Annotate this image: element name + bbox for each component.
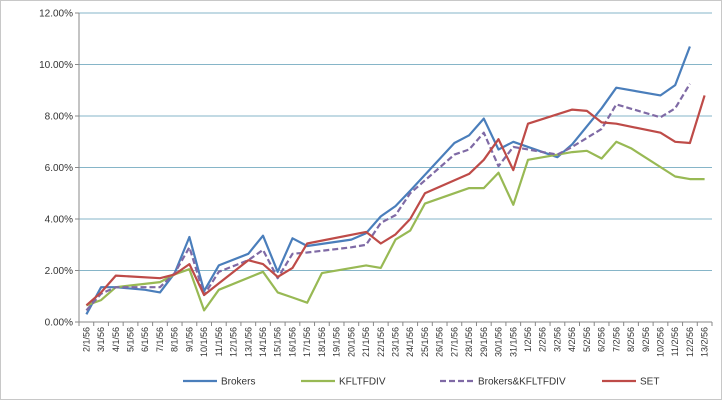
x-tick-label: 6/2/56 (597, 327, 607, 352)
y-tick-label: 6.00% (45, 163, 73, 174)
x-tick-label: 13/2/56 (700, 327, 710, 357)
x-tick-label: 6/1/56 (140, 327, 150, 352)
x-tick-label: 12/2/56 (685, 327, 695, 357)
x-tick-label: 26/1/56 (435, 327, 445, 357)
x-tick-label: 20/1/56 (346, 327, 356, 357)
x-tick-label: 4/1/56 (111, 327, 121, 352)
x-tick-label: 17/1/56 (302, 327, 312, 357)
x-tick-label: 9/2/56 (641, 327, 651, 352)
y-tick-label: 12.00% (39, 9, 73, 20)
legend-label: KFLTFDIV (339, 377, 386, 388)
y-tick-label: 8.00% (45, 112, 73, 123)
x-tick-label: 24/1/56 (405, 327, 415, 357)
x-tick-label: 7/2/56 (611, 327, 621, 352)
series-line (85, 95, 706, 307)
x-tick-label: 16/1/56 (287, 327, 297, 357)
x-tick-label: 4/2/56 (567, 327, 577, 352)
y-axis-ticks: 0.00% 2.00% 4.00% 6.00% 8.00% 10.00% 12.00% (39, 9, 73, 329)
legend: Brokers KFLTFDIV Brokers&KFLTFDIV SET (183, 377, 659, 388)
x-tick-label: 8/1/56 (170, 327, 180, 352)
x-tick-label: 9/1/56 (184, 327, 194, 352)
x-tick-label: 1/2/56 (523, 327, 533, 352)
y-tick-label: 10.00% (39, 60, 73, 71)
x-tick-label: 3/2/56 (552, 327, 562, 352)
x-tick-label: 12/1/56 (229, 327, 239, 357)
x-axis-ticks: 2/1/56 3/1/56 4/1/56 5/1/56 6/1/56 7/1/56 8/1/… (81, 327, 709, 357)
x-tick-label: 10/1/56 (199, 327, 209, 357)
series-lines (85, 46, 706, 315)
x-tick-label: 27/1/56 (449, 327, 459, 357)
y-tick-label: 0.00% (45, 318, 73, 329)
x-tick-label: 18/1/56 (317, 327, 327, 357)
y-tick-label: 2.00% (45, 266, 73, 277)
x-tick-label: 2/2/56 (538, 327, 548, 352)
x-tick-label: 15/1/56 (273, 327, 283, 357)
x-tick-label: 23/1/56 (391, 327, 401, 357)
x-tick-label: 11/1/56 (214, 327, 224, 356)
x-tick-label: 5/2/56 (582, 327, 592, 352)
legend-label: Brokers (221, 377, 255, 388)
x-tick-label: 14/1/56 (258, 327, 268, 357)
x-tick-label: 8/2/56 (626, 327, 636, 352)
x-tick-label: 5/1/56 (126, 327, 136, 352)
x-tick-label: 25/1/56 (420, 327, 430, 357)
series-line (86, 140, 705, 312)
x-tick-label: 31/1/56 (508, 327, 518, 357)
x-tick-label: 21/1/56 (361, 327, 371, 357)
y-tick-label: 4.00% (45, 215, 73, 226)
x-tick-label: 10/2/56 (655, 327, 665, 357)
x-tick-label: 29/1/56 (479, 327, 489, 357)
x-tick-label: 2/1/56 (81, 327, 91, 352)
x-tick-label: 3/1/56 (96, 327, 106, 352)
legend-label: SET (640, 377, 659, 388)
x-tick-label: 22/1/56 (376, 327, 386, 357)
x-tick-label: 30/1/56 (494, 327, 504, 357)
x-tick-label: 28/1/56 (464, 327, 474, 357)
x-tick-label: 13/1/56 (243, 327, 253, 357)
legend-label: Brokers&KFLTFDIV (478, 377, 566, 388)
x-tick-label: 19/1/56 (332, 327, 342, 357)
x-tick-label: 7/1/56 (155, 327, 165, 352)
axes (75, 12, 713, 326)
x-tick-label: 11/2/56 (670, 327, 680, 356)
series-line (85, 83, 691, 312)
